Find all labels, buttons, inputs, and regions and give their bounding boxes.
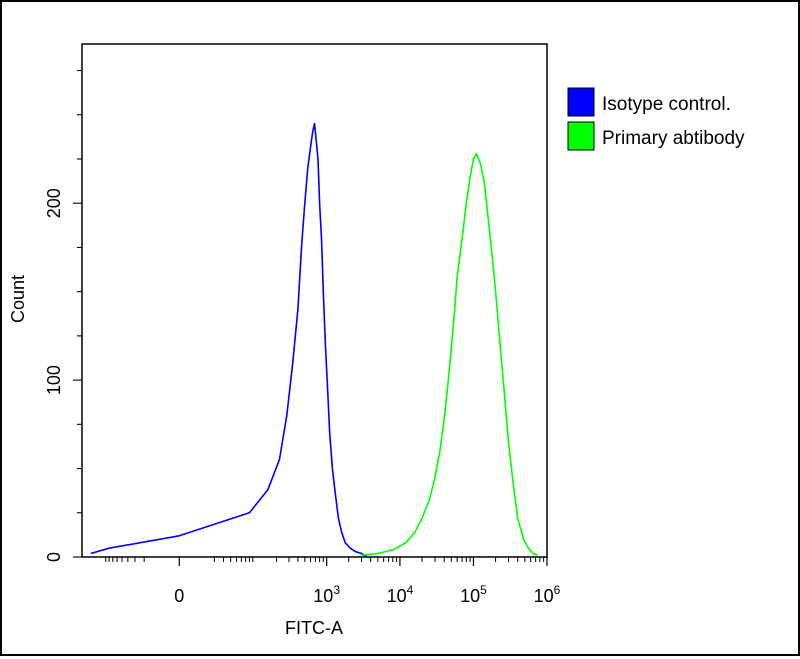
y-tick-label: 0 xyxy=(44,552,64,562)
y-tick-label: 200 xyxy=(44,188,64,218)
legend-label: Isotype control. xyxy=(602,94,731,115)
histogram-series-1 xyxy=(90,122,368,558)
x-tick-label: 106 xyxy=(534,583,561,606)
y-tick-label: 100 xyxy=(44,365,64,395)
plot-frame xyxy=(81,43,548,558)
x-tick-label: 0 xyxy=(174,586,184,606)
x-tick-label: 103 xyxy=(313,583,340,606)
histogram-series-2 xyxy=(361,152,539,556)
legend-swatch xyxy=(567,121,595,151)
y-axis-label: Count xyxy=(8,275,28,323)
legend-swatch xyxy=(567,87,595,117)
legend-label: Primary abtibody xyxy=(602,128,745,149)
x-axis-label: FITC-A xyxy=(285,618,343,638)
x-tick-label: 104 xyxy=(387,583,414,606)
x-tick-label: 105 xyxy=(460,583,487,606)
